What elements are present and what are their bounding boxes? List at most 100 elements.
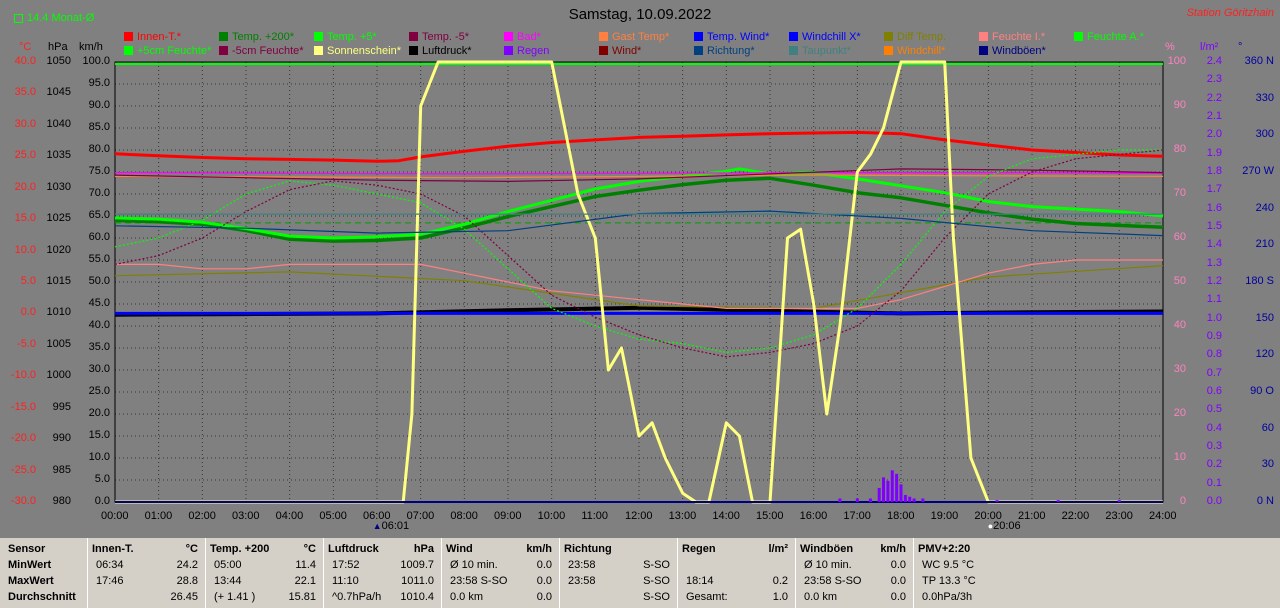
x-tick-label: 05:00 (319, 510, 347, 522)
x-tick-label: 03:00 (232, 510, 260, 522)
unit-degree: ° (1238, 41, 1243, 53)
unit-hpa: hPa (48, 41, 68, 53)
legend-swatch (124, 46, 133, 55)
rain-bar (1117, 500, 1121, 502)
legend-item: Windchill* (884, 45, 945, 57)
legend-swatch (504, 32, 513, 41)
legend-item: Temp. +5* (314, 31, 377, 43)
stats-cell-label: 18:14 (686, 575, 714, 587)
stats-cell-label: 17:46 (96, 575, 124, 587)
legend-item: Regen (504, 45, 549, 57)
y-tick-label: 0.4 (1206, 421, 1222, 434)
y-tick-label: 1030 (46, 180, 71, 193)
legend-label: +5cm Feuchte* (137, 45, 212, 57)
legend-label: Temp. Wind* (707, 31, 770, 43)
unit-celsius: °C (19, 41, 32, 53)
stats-separator (677, 538, 678, 608)
legend-item: Diff Temp. (884, 31, 946, 43)
series-line (114, 265, 1164, 309)
stats-cell-value: 28.8 (176, 575, 198, 587)
legend-item: Wind* (599, 45, 641, 57)
y-tick-label: 75.0 (88, 165, 110, 177)
stats-separator (913, 538, 914, 608)
y-tick-label: 0.2 (1206, 458, 1222, 471)
stats-separator (323, 538, 324, 608)
stats-cell-label: 11:10 (332, 575, 359, 587)
y-tick-label: 55.0 (88, 253, 110, 265)
y-tick-label: 2.2 (1206, 91, 1222, 104)
legend-swatch (884, 32, 893, 41)
unit-percent: % (1165, 41, 1175, 53)
y-tick-label: 25.0 (88, 385, 110, 397)
legend-label: Sonnenschein* (327, 45, 402, 57)
y-tick-label: 1050 (46, 55, 71, 67)
legend-swatch (504, 46, 513, 55)
y-tick-label: 85.0 (88, 121, 110, 133)
legend-item: Bad* (504, 31, 541, 43)
y-tick-label: 1.0 (1206, 311, 1222, 324)
legend-item: Feuchte I.* (979, 31, 1045, 43)
rain-bar (882, 477, 886, 502)
y-tick-label: 2.0 (1206, 128, 1222, 141)
stats-column-unit: °C (185, 543, 198, 555)
stats-column-unit: km/h (526, 543, 552, 555)
x-tick-label: 00:00 (101, 510, 129, 522)
stats-column-unit: km/h (880, 543, 906, 555)
series-line (114, 172, 1164, 175)
y-tick-label: 80.0 (88, 143, 110, 155)
stats-row-label: Sensor (8, 543, 46, 555)
y-tick-label: 35.0 (14, 86, 36, 99)
stats-cell-label: 06:34 (96, 559, 124, 571)
stats-cell-value: 1.0 (772, 591, 788, 603)
y-tick-label: 40 (1173, 319, 1186, 331)
legend-label: Temp. +5* (327, 31, 377, 43)
y-tick-label: 1.3 (1206, 256, 1222, 269)
legend-item: -5cm Feuchte* (219, 45, 304, 57)
legend-label: Taupunkt* (802, 45, 851, 57)
y-tick-label: 90.0 (88, 99, 110, 111)
stats-cell-value: 11.4 (295, 559, 316, 571)
legend-label: Feuchte I.* (992, 31, 1046, 43)
stats-cell-value: 0.0 (890, 591, 906, 603)
y-tick-label: 80 (1173, 143, 1186, 155)
y-tick-label: 90 O (1250, 385, 1274, 397)
stats-column-title: PMV+2:20 (918, 543, 971, 555)
stats-row-label: MinWert (8, 559, 52, 571)
legend-label: Gast Temp* (612, 31, 670, 43)
y-tick-label: 50.0 (88, 275, 110, 287)
y-tick-label: 985 (52, 463, 71, 476)
y-tick-label: 45.0 (88, 297, 110, 309)
y-tick-label: 0.9 (1206, 330, 1222, 342)
rain-bar (886, 480, 890, 502)
series-line (114, 130, 1164, 163)
legend-item: Luftdruck* (409, 45, 472, 57)
sun-marker: ●20:06 (988, 520, 1021, 532)
stats-cell-value: 24.2 (176, 559, 198, 571)
x-tick-label: 24:00 (1149, 510, 1177, 522)
series-line (114, 168, 1164, 182)
y-tick-label: -25.0 (10, 463, 36, 476)
rain-bar (895, 473, 899, 502)
x-tick-label: 01:00 (144, 510, 173, 522)
legend-swatch (979, 46, 988, 55)
y-tick-label: 30.0 (14, 117, 36, 130)
rain-bar (921, 498, 925, 502)
x-tick-label: 08:00 (450, 510, 478, 522)
stats-separator (795, 538, 796, 608)
stats-column-title: Wind (446, 543, 473, 555)
y-tick-label: 0.0 (94, 495, 110, 507)
y-tick-label: 100.0 (82, 55, 110, 67)
y-tick-label: 270 W (1242, 165, 1274, 177)
y-tick-label: 2.3 (1206, 73, 1222, 86)
y-tick-label: 980 (52, 495, 71, 507)
y-tick-label: 10.0 (14, 243, 36, 256)
stats-cell-label: (+ 1.41 ) (214, 591, 256, 603)
y-tick-label: 0 (1179, 495, 1186, 507)
stats-column-title: Richtung (564, 543, 612, 555)
stats-column-unit: °C (303, 543, 316, 555)
y-tick-label: 1.8 (1206, 165, 1222, 177)
y-tick-label: 2.4 (1206, 55, 1222, 67)
stats-separator (87, 538, 88, 608)
y-tick-label: 15.0 (88, 429, 110, 441)
stats-cell-label: TP 13.3 °C (922, 575, 976, 587)
